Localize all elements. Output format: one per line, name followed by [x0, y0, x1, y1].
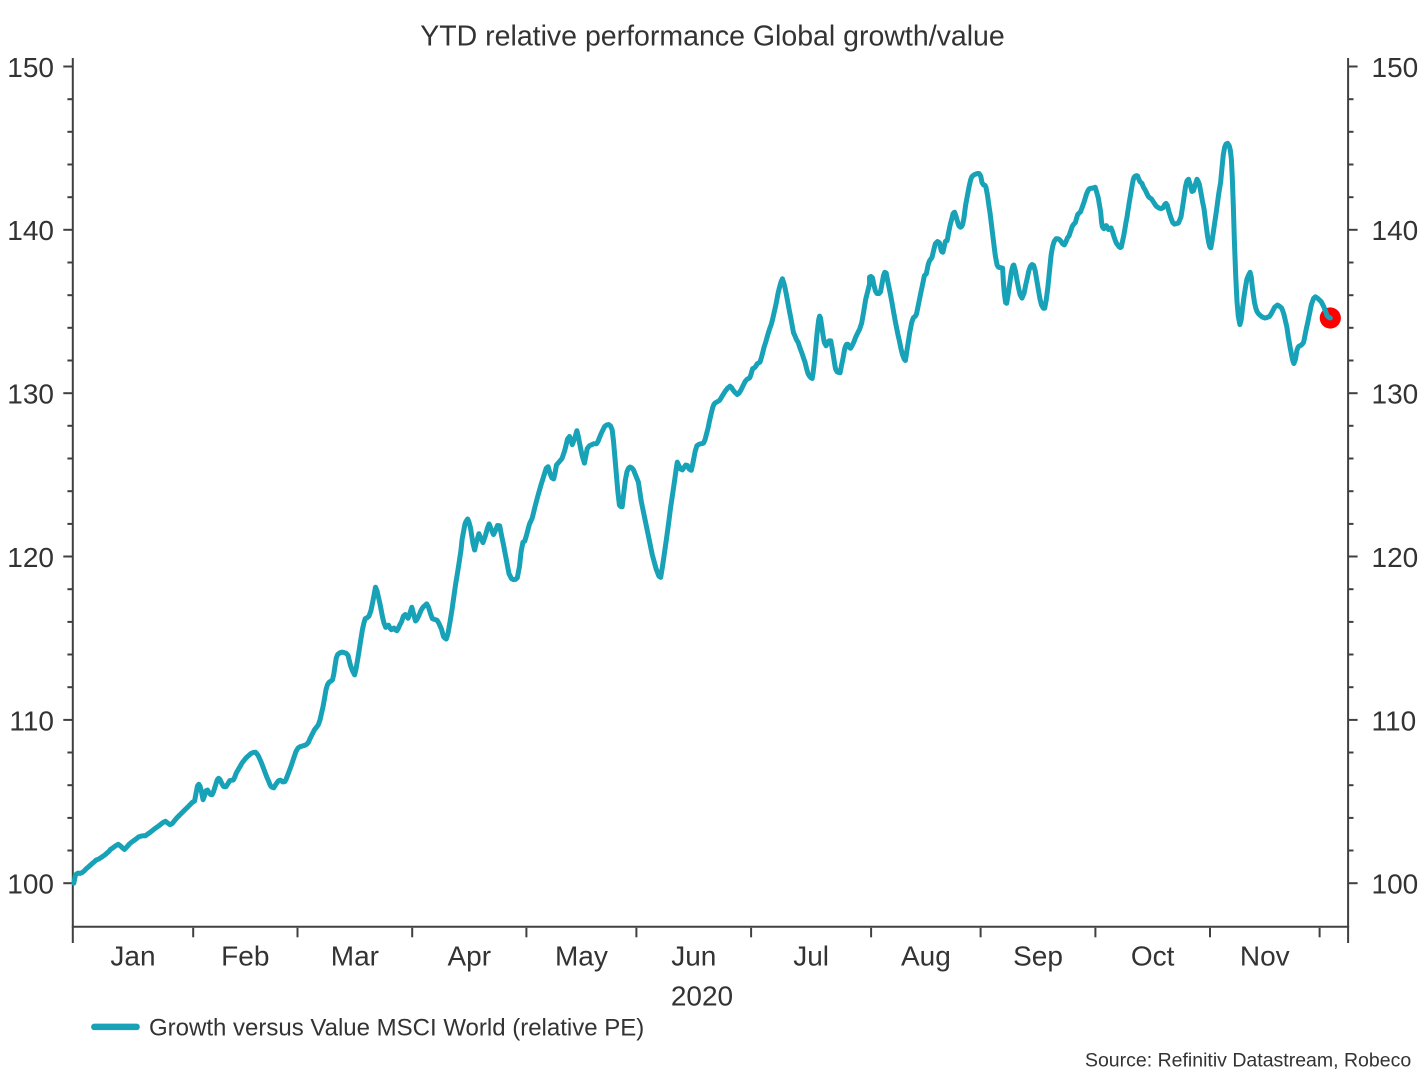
svg-text:Apr: Apr — [448, 941, 492, 972]
svg-text:120: 120 — [1372, 542, 1419, 573]
svg-text:May: May — [555, 941, 608, 972]
svg-text:150: 150 — [7, 52, 54, 83]
svg-text:Source: Refinitiv Datastream,: Source: Refinitiv Datastream, Robeco — [1085, 1050, 1411, 1072]
svg-text:150: 150 — [1372, 52, 1419, 83]
svg-text:Aug: Aug — [901, 941, 951, 972]
svg-text:130: 130 — [1372, 379, 1419, 410]
svg-text:140: 140 — [7, 215, 54, 246]
svg-text:100: 100 — [7, 869, 54, 900]
svg-text:Jun: Jun — [671, 941, 716, 972]
svg-text:Jan: Jan — [110, 941, 155, 972]
svg-text:Sep: Sep — [1013, 941, 1063, 972]
svg-text:110: 110 — [9, 705, 54, 736]
svg-text:120: 120 — [7, 542, 54, 573]
svg-text:130: 130 — [7, 379, 54, 410]
svg-text:Nov: Nov — [1240, 941, 1290, 972]
svg-text:Oct: Oct — [1131, 941, 1175, 972]
svg-text:100: 100 — [1372, 869, 1419, 900]
svg-text:Jul: Jul — [793, 941, 829, 972]
svg-text:110: 110 — [1372, 705, 1417, 736]
svg-text:Feb: Feb — [221, 941, 269, 972]
svg-text:Mar: Mar — [331, 941, 379, 972]
svg-text:Growth versus Value MSCI World: Growth versus Value MSCI World (relative… — [149, 1015, 644, 1042]
svg-text:140: 140 — [1372, 215, 1419, 246]
svg-text:YTD relative performance Globa: YTD relative performance Global growth/v… — [420, 21, 1005, 53]
svg-text:2020: 2020 — [671, 981, 733, 1012]
